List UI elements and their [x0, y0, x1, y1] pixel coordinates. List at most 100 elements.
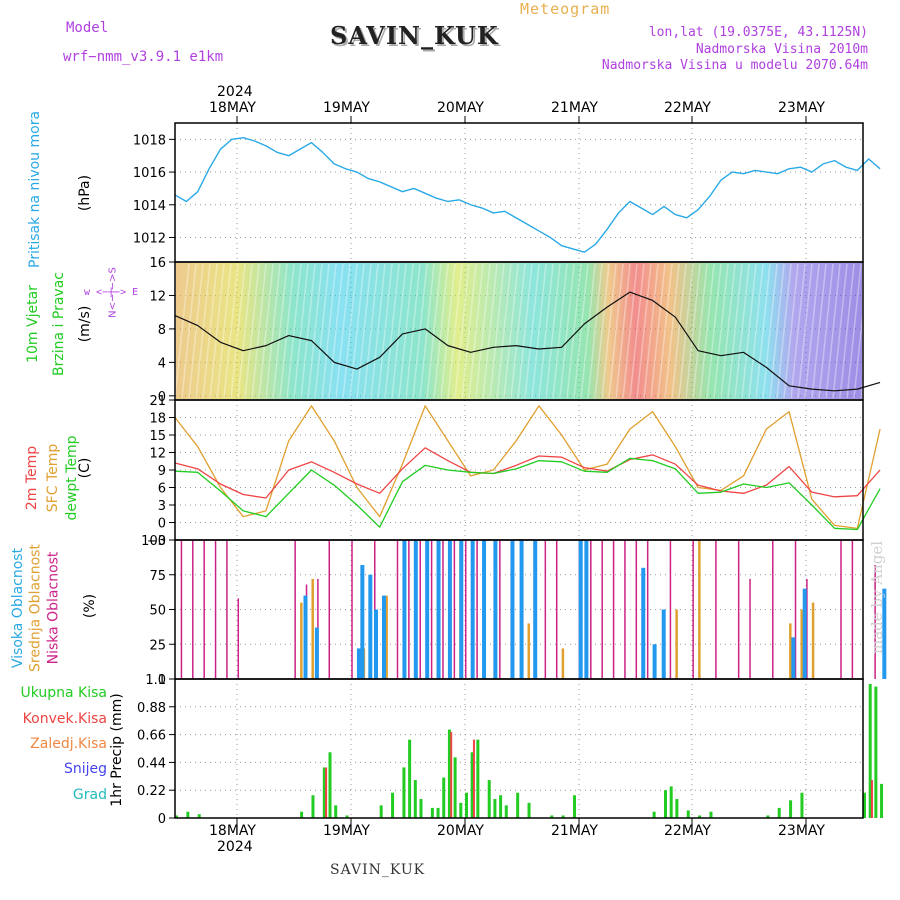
cloud-bar: [356, 648, 361, 679]
cloud-bar: [385, 595, 388, 679]
cloud-bar: [351, 540, 353, 679]
cloud-bar: [303, 595, 308, 679]
wind-barb-stroke: [475, 263, 491, 399]
cloud-bar: [294, 540, 296, 679]
wind-barb-stroke: [461, 263, 477, 399]
wind-barb-stroke: [496, 263, 512, 399]
precip-bar: [459, 802, 463, 818]
cloud-bar: [840, 540, 842, 679]
cloud-bar: [698, 540, 701, 679]
wind-barb-stroke: [545, 263, 561, 399]
t2m-line: [174, 447, 881, 499]
y-tick-label: 50: [149, 604, 166, 619]
precip-bar: [322, 767, 326, 818]
wind-barb-stroke: [538, 263, 554, 399]
station-title: SAVIN_KUK: [330, 21, 499, 50]
precip-bar: [450, 732, 453, 818]
bottom-date-label: 23MAY: [778, 823, 825, 839]
y-tick-label: 6: [158, 482, 166, 497]
y-tick-label: 16: [149, 256, 166, 271]
wind-barb-stroke: [314, 263, 330, 399]
cloud-bar: [214, 540, 217, 679]
wind-barb-stroke: [741, 263, 757, 399]
precip-legend-total: Ukupna Kisa: [20, 685, 107, 701]
wind-barb-stroke: [622, 263, 638, 399]
cloud-bar: [789, 623, 792, 679]
cloud-bar: [419, 540, 421, 679]
precip-bar: [527, 802, 531, 818]
y-tick-label: 1012: [133, 231, 166, 246]
wind-barb-stroke: [664, 263, 680, 399]
cloud-bar: [802, 588, 807, 679]
precip-bar: [345, 815, 349, 818]
wind-barb-stroke: [482, 263, 498, 399]
wind-barb-stroke: [811, 263, 827, 399]
y-tick-label: 100: [141, 534, 166, 549]
footer-station: SAVIN_KUK: [330, 862, 426, 878]
wind-barb-stroke: [524, 263, 540, 399]
cloud-bar: [482, 540, 487, 679]
wind-barb-stroke: [286, 263, 302, 399]
precip-bar: [470, 752, 474, 818]
wind-barb-stroke: [790, 263, 806, 399]
precip-bar: [419, 799, 423, 818]
top-year-label: 2024: [217, 84, 253, 100]
bottom-date-label: 20MAY: [437, 823, 484, 839]
wind-barb-stroke: [258, 263, 274, 399]
wind-barb-stroke: [832, 263, 848, 399]
wind-barb-stroke: [601, 263, 617, 399]
precip-bar: [516, 792, 520, 818]
cloud-bar: [590, 540, 592, 679]
cloud-bar: [203, 540, 205, 679]
cloud-bar: [519, 540, 524, 679]
precip-bar: [476, 739, 480, 818]
precip-bar: [669, 786, 673, 818]
wind-compass-we: w <−|−> E: [84, 287, 139, 298]
wind-barb-stroke: [174, 263, 190, 399]
precip-bar: [800, 792, 804, 818]
precip-bar: [652, 811, 656, 818]
y-tick-label: 21: [149, 394, 166, 409]
wind-barb-stroke: [685, 263, 701, 399]
cloud-bar: [874, 565, 876, 679]
cloud-bar: [360, 565, 365, 679]
cloud-bar: [601, 540, 603, 679]
wind-barb-stroke: [580, 263, 596, 399]
cloud-bar: [192, 540, 194, 679]
wind-barb-stroke: [181, 263, 197, 399]
precip-bar: [402, 767, 406, 818]
wind-barb-stroke: [279, 263, 295, 399]
cloud-bar: [402, 540, 407, 679]
cloud-bar: [791, 637, 796, 679]
precip-bar: [504, 805, 508, 818]
cloud-bar: [311, 578, 314, 679]
wind-barb-stroke: [342, 263, 358, 399]
precip-bar: [464, 792, 468, 818]
y-tick-label: 15: [149, 429, 166, 444]
precip-bar: [550, 815, 554, 818]
cloud-bar: [661, 609, 666, 679]
model-label: Model: [66, 20, 109, 36]
wind-barb-stroke: [468, 263, 484, 399]
precip-panel-frame: [174, 678, 864, 819]
precip-bar: [573, 795, 577, 818]
precip-legend-snow: Snijeg: [63, 761, 107, 777]
precip-bar: [430, 807, 434, 818]
precip-bar: [447, 729, 451, 818]
precip-bar: [698, 815, 702, 818]
cloud-bar: [442, 540, 444, 679]
cloud-bar: [470, 540, 475, 679]
cloud-bar: [806, 578, 808, 679]
wind-barb-stroke: [587, 263, 603, 399]
cloud-bar: [772, 540, 774, 679]
precip-bar: [300, 811, 304, 818]
cloud-bar: [368, 574, 373, 679]
cloud-bar: [624, 540, 626, 679]
wind-barb-stroke: [573, 263, 589, 399]
precip-bar: [325, 767, 328, 818]
cloud-bar: [652, 644, 657, 679]
wind-barb-stroke: [615, 263, 631, 399]
wind-barb-stroke: [531, 263, 547, 399]
y-tick-label: 8: [158, 323, 166, 338]
